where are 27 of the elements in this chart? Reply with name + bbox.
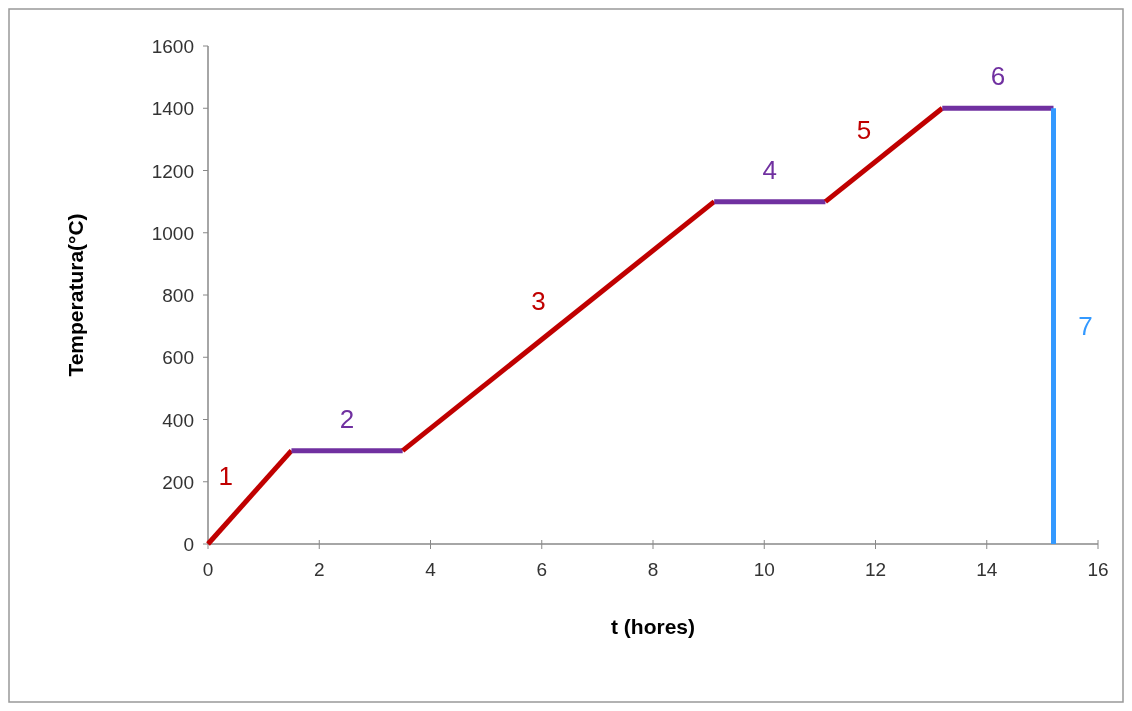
x-tick-label: 2 (313, 559, 325, 580)
y-tick-label: 1600 (151, 36, 194, 57)
y-tick-label: 200 (162, 471, 194, 493)
x-axis-title: t (hores) (611, 615, 695, 638)
y-tick-label: 0 (183, 534, 194, 555)
y-tick-label: 1400 (151, 98, 194, 120)
x-tick-label: 4 (425, 559, 437, 580)
x-tick-label: 0 (202, 559, 214, 580)
annotation: 2 (339, 403, 355, 434)
x-tick-label: 16 (1087, 559, 1109, 580)
annotation: 3 (531, 286, 546, 317)
x-tick-label: 12 (864, 559, 887, 580)
x-tick-label: 14 (976, 559, 998, 580)
annotation: 6 (990, 61, 1006, 92)
x-tick-label: 10 (753, 559, 775, 580)
annotation: 1 (218, 460, 234, 491)
annotation: 5 (856, 114, 872, 145)
annotation: 4 (762, 154, 778, 185)
y-axis-title: Temperatura(°C) (64, 213, 87, 377)
y-tick-label: 800 (162, 285, 194, 306)
y-tick-label: 1000 (151, 222, 194, 244)
x-tick-label: 8 (647, 559, 659, 580)
annotation: 7 (1078, 311, 1093, 342)
y-tick-label: 1200 (151, 160, 194, 182)
x-tick-label: 6 (536, 559, 548, 580)
y-tick-label: 400 (162, 409, 194, 431)
y-tick-label: 600 (162, 347, 194, 369)
